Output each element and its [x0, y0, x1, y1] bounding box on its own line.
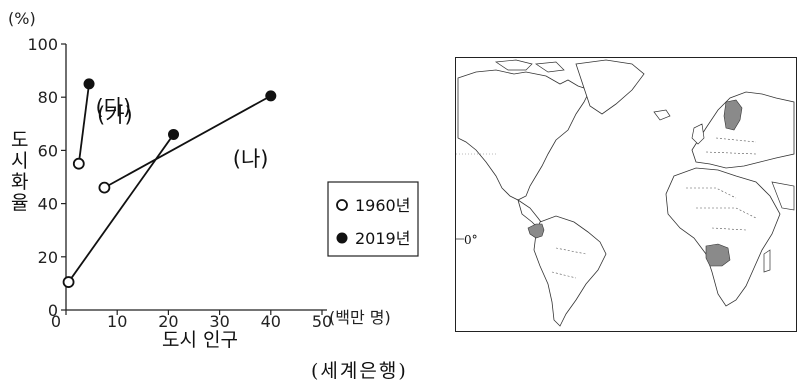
british-isles	[691, 123, 705, 145]
y-tick-label: 60	[38, 141, 58, 160]
x-tick-label: 0	[51, 312, 61, 331]
world-map: 0°	[455, 57, 797, 332]
arctic-islands	[494, 59, 565, 73]
point-1960	[72, 157, 85, 170]
y-tick-label: 100	[27, 35, 58, 54]
legend-box	[327, 181, 419, 257]
x-axis-title: 도시 인구	[162, 329, 238, 351]
legend-label-2019: 2019년	[355, 229, 410, 248]
y-tick-label: 20	[38, 248, 58, 267]
iceland-landmass	[653, 109, 671, 121]
x-tick-label: 10	[107, 312, 127, 331]
highlight-colombia	[527, 223, 545, 239]
equator-label: 0°	[464, 233, 478, 247]
series-line	[77, 83, 90, 164]
arabian-peninsula	[771, 181, 795, 211]
legend-marker-1960	[336, 199, 348, 211]
y-axis-title-char: 도	[11, 129, 28, 151]
south-america-landmass	[533, 215, 607, 327]
legend: 1960년 2019년	[327, 181, 419, 257]
legend-marker-2019	[336, 232, 348, 244]
point-2019	[83, 78, 95, 90]
x-tick-label: 30	[209, 312, 229, 331]
highlight-finland	[723, 99, 743, 131]
series-label: (나)	[233, 147, 269, 171]
y-unit-label: (%)	[8, 9, 36, 28]
greenland-landmass	[575, 59, 645, 115]
highlight-angola	[705, 243, 731, 267]
y-axis-title-char: 화	[11, 171, 28, 193]
country-borders	[551, 137, 757, 279]
north-america-landmass	[457, 69, 591, 201]
x-tick-label: 40	[261, 312, 281, 331]
europe-landmass	[691, 91, 795, 169]
series-line	[103, 95, 272, 189]
y-tick-label: 40	[38, 195, 58, 214]
world-map-svg: 0°	[456, 59, 795, 327]
y-tick-label: 0	[48, 301, 58, 320]
x-tick-label: 20	[158, 312, 178, 331]
legend-label-1960: 1960년	[355, 196, 410, 215]
y-axis-title-char: 시	[11, 150, 28, 172]
point-2019	[168, 128, 180, 140]
x-unit-label: (백만 명)	[329, 308, 391, 327]
series-label: (가)	[97, 103, 133, 127]
point-1960	[62, 276, 75, 288]
madagascar	[763, 249, 771, 273]
series-label: (다)	[96, 95, 132, 119]
y-tick-label: 80	[38, 88, 58, 107]
point-2019	[265, 90, 277, 102]
source-label: (세계은행)	[311, 360, 408, 382]
africa-landmass	[665, 167, 781, 307]
series-line	[67, 133, 175, 283]
y-axis-title-char: 율	[11, 192, 28, 214]
point-1960	[98, 181, 111, 194]
x-tick-label: 50	[312, 312, 332, 331]
